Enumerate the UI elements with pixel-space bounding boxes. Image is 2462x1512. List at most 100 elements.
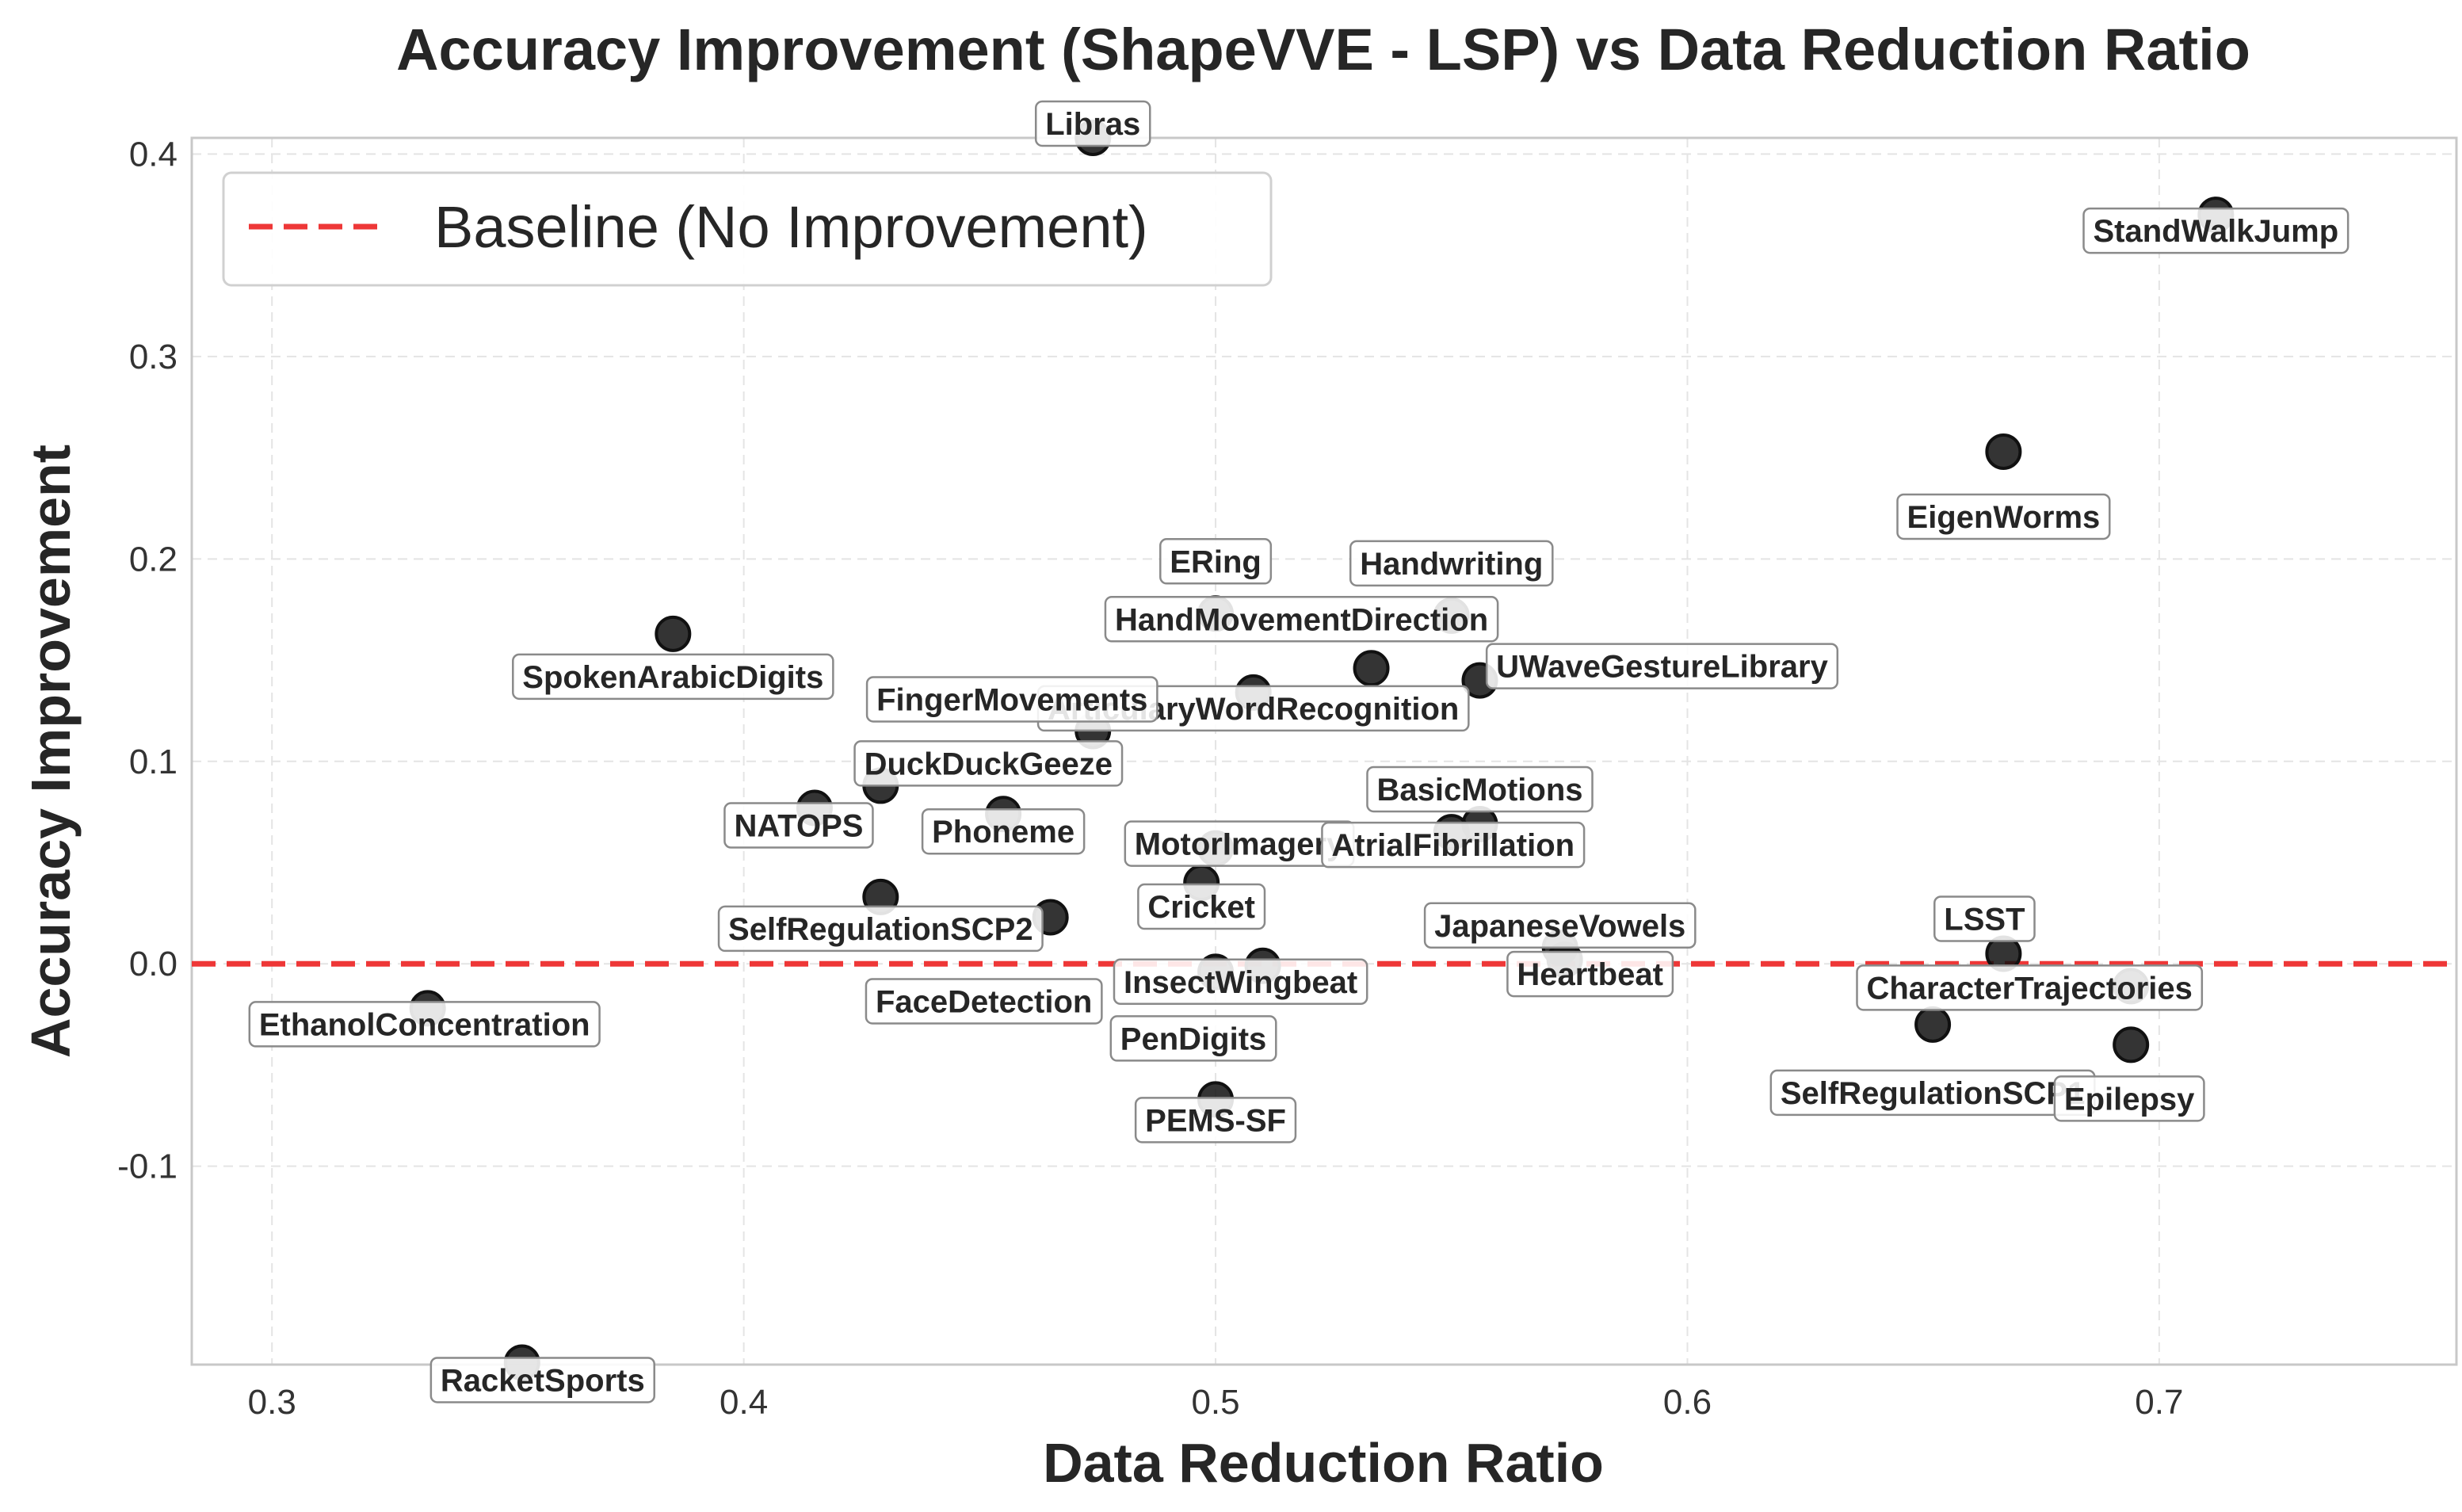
chart-title: Accuracy Improvement (ShapeVVE - LSP) vs…: [396, 17, 2250, 82]
point-label-box: [429, 1357, 655, 1403]
y-tick-label: 0.3: [129, 338, 177, 376]
y-axis-label: Accuracy Improvement: [20, 445, 82, 1058]
point-label-text: PenDigits: [1120, 1021, 1266, 1056]
point-label: FingerMovements: [865, 676, 1158, 723]
point-label: SpokenArabicDigits: [512, 653, 834, 701]
point-label: ERing: [1159, 538, 1273, 585]
point-label-text: EthanolConcentration: [259, 1007, 590, 1042]
point-label-text: SelfRegulationSCP2: [728, 912, 1033, 947]
x-tick-label: 0.6: [1663, 1383, 1712, 1422]
point-label-box: [1109, 1015, 1277, 1062]
plot-frame: [190, 136, 2458, 1366]
y-tick-label: 0.1: [129, 743, 177, 781]
point-label-text: AtrialFibrillation: [1331, 828, 1575, 863]
point-label-text: Phoneme: [932, 815, 1075, 850]
point-label-text: SelfRegulationSCP1: [1781, 1076, 2086, 1111]
y-axis-ticks: -0.1 0.0 0.1 0.2 0.3 0.4: [117, 135, 177, 1186]
data-point: [2113, 1026, 2150, 1063]
point-label: InsectWingbeat: [1113, 958, 1368, 1006]
point-label: EigenWorms: [1896, 493, 2111, 540]
point-label-box: [1423, 902, 1697, 949]
point-label: BasicMotions: [1366, 766, 1594, 813]
point-label-box: [853, 740, 1124, 787]
point-label-text: RacketSports: [441, 1363, 645, 1398]
point-label-box: [2053, 1075, 2205, 1122]
point-label-text: EigenWorms: [1907, 500, 2101, 535]
point-label-box: [717, 905, 1044, 953]
point-label-text: Heartbeat: [1517, 957, 1663, 992]
point-labels: Libras StandWalkJump EigenWorms ERing Handwr…: [248, 100, 2349, 1403]
point-label-box: [1856, 964, 2204, 1011]
x-tick-label: 0.3: [248, 1383, 296, 1422]
point-label-box: [1134, 1097, 1297, 1144]
point-label: AtrialFibrillation: [1321, 821, 1586, 869]
point-label-text: Cricket: [1147, 890, 1255, 925]
point-label: LSST: [1933, 895, 2036, 942]
point-label: Handwriting: [1349, 540, 1554, 587]
point-label-box: [2082, 207, 2349, 254]
point-label: Epilepsy: [2053, 1075, 2205, 1122]
point-label-box: [865, 676, 1158, 723]
point-label-text: UWaveGestureLibrary: [1496, 650, 1828, 685]
grid: [192, 138, 2456, 1365]
point-label: FaceDetection: [865, 978, 1103, 1025]
point-label-box: [1034, 100, 1151, 147]
point-label-box: [1113, 958, 1368, 1006]
point-label: DuckDuckGeeze: [853, 740, 1124, 787]
point-label: HandMovementDirection: [1104, 596, 1499, 643]
point-label-text: BasicMotions: [1376, 773, 1582, 808]
point-label: PEMS-SF: [1134, 1097, 1297, 1144]
point-label-box: [865, 978, 1103, 1025]
point-label: PenDigits: [1109, 1015, 1277, 1062]
point-label: Libras: [1034, 100, 1151, 147]
point-label-text: LSST: [1944, 902, 2025, 937]
point-label: StandWalkJump: [2082, 207, 2349, 254]
point-label-box: [1321, 821, 1586, 869]
x-tick-label: 0.5: [1191, 1383, 1239, 1422]
point-label: Cricket: [1137, 883, 1266, 930]
y-tick-label: 0.4: [129, 135, 177, 174]
data-point: [1353, 650, 1390, 687]
point-label: MotorImagery: [1124, 820, 1355, 867]
point-label-text: HandMovementDirection: [1115, 602, 1488, 637]
point-label-box: [512, 653, 834, 701]
point-label-box: [1366, 766, 1594, 813]
point-label: RacketSports: [429, 1357, 655, 1403]
point-label-box: [1137, 883, 1266, 930]
point-label-box: [921, 808, 1086, 855]
point-label: EthanolConcentration: [248, 1001, 601, 1048]
point-label-box: [1933, 895, 2036, 942]
point-label-text: PEMS-SF: [1145, 1103, 1286, 1138]
data-points: [409, 120, 2235, 1381]
point-label-text: InsectWingbeat: [1124, 965, 1357, 1000]
point-label-text: JapaneseVowels: [1434, 909, 1685, 944]
point-label: Phoneme: [921, 808, 1086, 855]
point-label-text: DuckDuckGeeze: [865, 746, 1113, 781]
point-label: NATOPS: [723, 802, 874, 849]
x-axis-ticks: 0.3 0.4 0.5 0.6 0.7: [248, 1383, 2184, 1422]
point-label-text: NATOPS: [734, 809, 863, 844]
point-label-box: [1485, 643, 1839, 689]
point-label-box: [248, 1001, 601, 1048]
point-label: SelfRegulationSCP2: [717, 905, 1044, 953]
y-tick-label: 0.0: [129, 945, 177, 983]
point-label-box: [1896, 493, 2111, 540]
point-label: JapaneseVowels: [1423, 902, 1697, 949]
data-point: [655, 615, 692, 652]
point-label: Heartbeat: [1506, 950, 1674, 998]
point-label-text: FaceDetection: [876, 984, 1092, 1019]
data-point: [1914, 1006, 1952, 1043]
point-label-text: MotorImagery: [1135, 827, 1345, 862]
point-label-box: [1506, 950, 1674, 998]
data-point: [1985, 433, 2022, 470]
point-label: CharacterTrajectories: [1856, 964, 2204, 1011]
legend: Baseline (No Improvement): [222, 171, 1273, 287]
x-tick-label: 0.4: [720, 1383, 768, 1422]
x-axis-label: Data Reduction Ratio: [1043, 1432, 1604, 1494]
point-label-box: [1104, 596, 1499, 643]
point-label-box: [723, 802, 874, 849]
y-tick-label: 0.2: [129, 540, 177, 578]
point-label-text: StandWalkJump: [2094, 214, 2339, 249]
point-label: UWaveGestureLibrary: [1485, 643, 1839, 689]
